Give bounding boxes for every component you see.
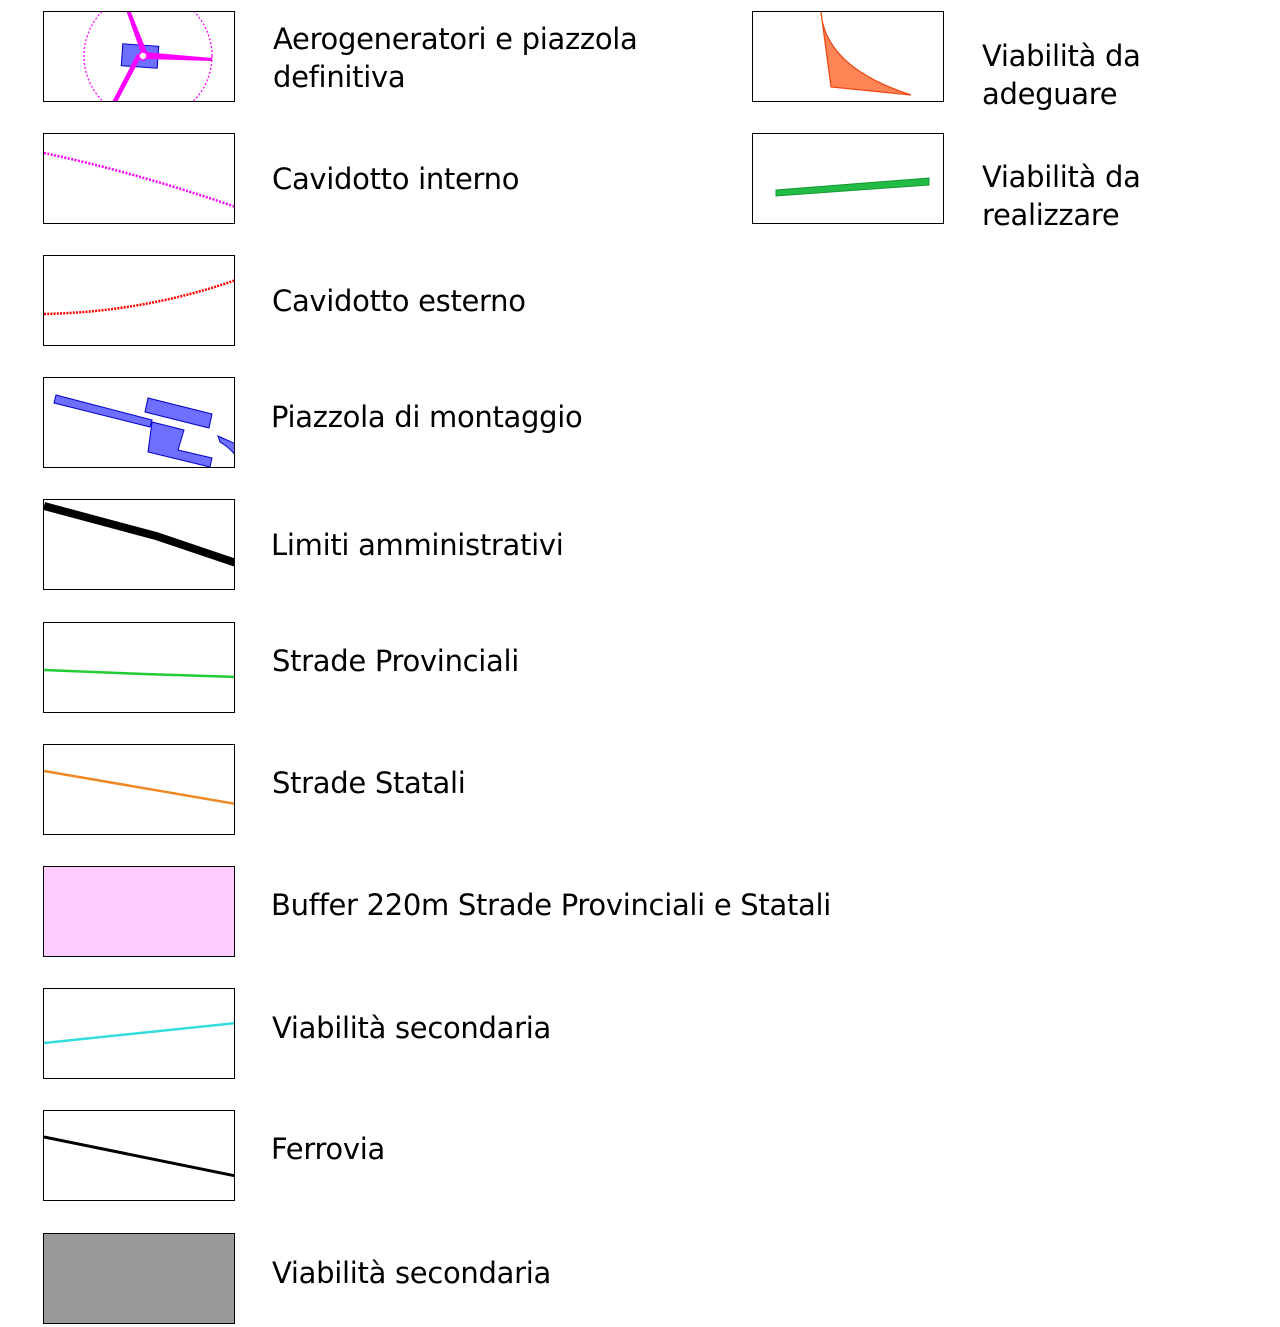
red-dotted-line-symbol [44,279,234,316]
legend-label-ferrovia: Ferrovia [271,1132,385,1166]
legend-swatch-strade-statali [43,744,235,835]
legend-swatch-limiti-amministrativi [43,499,235,590]
legend-label-aerogeneratori: Aerogeneratori e piazzola definitiva [273,22,638,94]
black-line-symbol [44,1135,234,1178]
legend-swatch-ferrovia [43,1110,235,1201]
cyan-line-symbol [44,1021,234,1045]
orange-polygon-symbol [820,12,912,96]
legend-label-strade-provinciali: Strade Provinciali [272,644,520,678]
thick-black-line-symbol [44,502,234,567]
legend-swatch-viabilita-da-adeguare [752,11,944,102]
legend-swatch-viabilita-da-realizzare [752,133,944,224]
legend-swatch-cavidotto-esterno [43,255,235,346]
green-line-symbol [44,668,234,679]
legend-label-piazzola-montaggio: Piazzola di montaggio [271,400,583,434]
legend-swatch-viabilita-secondaria-fill [43,1233,235,1324]
legend-label-strade-statali: Strade Statali [272,766,466,800]
legend-label-viabilita-secondaria-line: Viabilità secondaria [272,1011,551,1045]
legend-label-viabilita-secondaria-fill: Viabilità secondaria [272,1256,551,1290]
legend-swatch-strade-provinciali [43,622,235,713]
legend-label-buffer-220m: Buffer 220m Strade Provinciali e Statali [271,888,832,922]
legend-label-cavidotto-esterno: Cavidotto esterno [272,284,526,318]
legend-label-limiti-amministrativi: Limiti amministrativi [271,528,564,562]
legend-swatch-buffer-220m [43,866,235,957]
legend-swatch-aerogeneratori [43,11,235,102]
legend-label-cavidotto-interno: Cavidotto interno [272,162,520,196]
wind-turbine-icon [83,12,213,101]
legend-label-viabilita-da-realizzare: Viabilità da realizzare [982,160,1141,232]
legend-label-viabilita-da-adeguare: Viabilità da adeguare [982,39,1141,111]
green-thick-line-symbol [775,177,930,197]
legend-swatch-cavidotto-interno [43,133,235,224]
orange-line-symbol [44,769,234,805]
magenta-dotted-line-symbol [44,151,234,208]
legend-swatch-piazzola-montaggio [43,377,235,468]
legend-swatch-viabilita-secondaria-line [43,988,235,1079]
blue-polygon-symbol [53,394,234,467]
